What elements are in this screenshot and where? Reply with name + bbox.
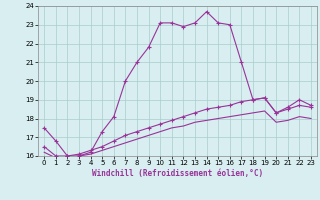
X-axis label: Windchill (Refroidissement éolien,°C): Windchill (Refroidissement éolien,°C) bbox=[92, 169, 263, 178]
